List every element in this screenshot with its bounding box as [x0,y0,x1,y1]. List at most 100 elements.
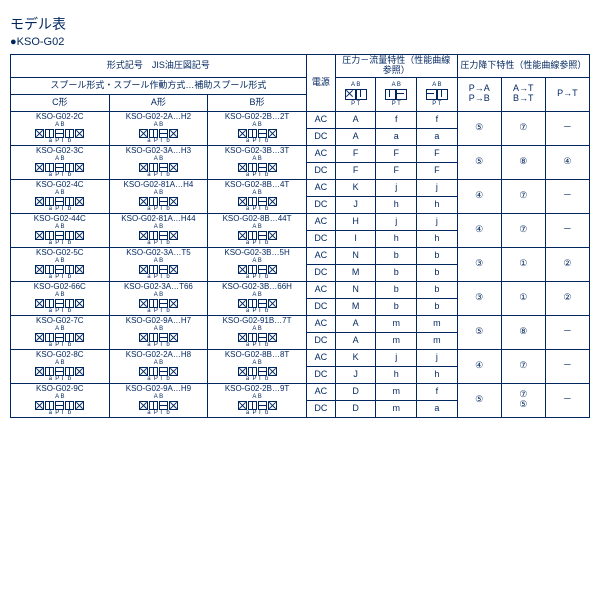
flow-cell: b [417,264,458,281]
flow-cell: A [335,128,376,145]
hdr-flow: 圧力－流量特性（性能曲線参照） [335,55,457,78]
model-b: KSO-G02-2B…9TA Ba P T b [208,383,307,417]
flow-cell: F [417,145,458,162]
flow-cell: D [335,400,376,417]
power-cell: AC [306,247,335,264]
drop-cell: ② [545,281,589,315]
model-a: KSO-G02-3A…T66A Ba P T b [109,281,208,315]
flow-cell: J [335,366,376,383]
drop-cell: ④ [545,145,589,179]
drop-cell: ④ [457,213,501,247]
flow-cell: f [417,383,458,400]
power-cell: DC [306,366,335,383]
power-cell: DC [306,264,335,281]
drop-cell: ⑦ [501,213,545,247]
hdr-flow-icon-1: A BP T [335,77,376,111]
drop-cell: ⑦ [501,179,545,213]
power-cell: DC [306,230,335,247]
flow-cell: K [335,179,376,196]
model-b: KSO-G02-8B…44TA Ba P T b [208,213,307,247]
flow-cell: m [376,332,417,349]
drop-cell: － [545,383,589,417]
drop-cell: ⑤ [457,315,501,349]
drop-cell: ① [501,247,545,281]
flow-cell: I [335,230,376,247]
flow-cell: b [376,298,417,315]
hdr-b: B形 [208,94,307,111]
drop-cell: ③ [457,281,501,315]
model-c: KSO-G02-8CA Ba P T b [11,349,110,383]
model-c: KSO-G02-44CA Ba P T b [11,213,110,247]
model-a: KSO-G02-2A…H2A Ba P T b [109,111,208,145]
flow-cell: m [376,315,417,332]
model-a: KSO-G02-3A…T5A Ba P T b [109,247,208,281]
drop-cell: － [545,349,589,383]
flow-cell: b [376,281,417,298]
drop-cell: － [545,111,589,145]
model-c: KSO-G02-66CA Ba P T b [11,281,110,315]
power-cell: AC [306,315,335,332]
page-title: モデル表 [10,14,590,34]
flow-cell: j [417,349,458,366]
power-cell: DC [306,298,335,315]
power-cell: AC [306,349,335,366]
drop-cell: ④ [457,349,501,383]
flow-cell: F [376,162,417,179]
flow-cell: F [335,145,376,162]
model-b: KSO-G02-91B…7TA Ba P T b [208,315,307,349]
power-cell: AC [306,213,335,230]
flow-cell: j [376,213,417,230]
model-a: KSO-G02-2A…H8A Ba P T b [109,349,208,383]
drop-cell: ⑧ [501,145,545,179]
power-cell: AC [306,179,335,196]
flow-cell: M [335,264,376,281]
flow-cell: H [335,213,376,230]
hdr-pa: P→A P→B [457,77,501,111]
drop-cell: ④ [457,179,501,213]
flow-cell: h [417,230,458,247]
power-cell: AC [306,111,335,128]
flow-cell: b [376,264,417,281]
model-b: KSO-G02-8B…4TA Ba P T b [208,179,307,213]
hdr-at: A→T B→T [501,77,545,111]
flow-cell: a [417,128,458,145]
flow-cell: A [335,315,376,332]
flow-cell: h [417,196,458,213]
flow-cell: F [376,145,417,162]
flow-cell: K [335,349,376,366]
flow-cell: J [335,196,376,213]
flow-cell: b [376,247,417,264]
flow-cell: a [376,128,417,145]
model-a: KSO-G02-9A…H7A Ba P T b [109,315,208,349]
flow-cell: h [376,230,417,247]
model-table: 形式記号 JIS油圧図記号 電源 圧力－流量特性（性能曲線参照） 圧力降下特性（… [10,54,590,418]
hdr-shape: 形式記号 JIS油圧図記号 [11,55,307,78]
model-b: KSO-G02-3B…66HA Ba P T b [208,281,307,315]
flow-cell: m [417,315,458,332]
model-c: KSO-G02-5CA Ba P T b [11,247,110,281]
flow-cell: M [335,298,376,315]
drop-cell: ③ [457,247,501,281]
drop-cell: ⑤ [457,145,501,179]
flow-cell: D [335,383,376,400]
flow-cell: A [335,332,376,349]
hdr-flow-icon-3: A BP T [417,77,458,111]
flow-cell: f [376,111,417,128]
flow-cell: h [417,366,458,383]
power-cell: AC [306,281,335,298]
flow-cell: j [376,179,417,196]
model-c: KSO-G02-3CA Ba P T b [11,145,110,179]
hdr-drop: 圧力降下特性（性能曲線参照） [457,55,589,78]
flow-cell: f [417,111,458,128]
flow-cell: h [376,366,417,383]
flow-cell: F [335,162,376,179]
flow-cell: b [417,298,458,315]
flow-cell: j [376,349,417,366]
model-c: KSO-G02-4CA Ba P T b [11,179,110,213]
model-c: KSO-G02-7CA Ba P T b [11,315,110,349]
drop-cell: ⑧ [501,315,545,349]
drop-cell: ⑦ [501,111,545,145]
model-a: KSO-G02-81A…H44A Ba P T b [109,213,208,247]
power-cell: DC [306,162,335,179]
flow-cell: a [417,400,458,417]
